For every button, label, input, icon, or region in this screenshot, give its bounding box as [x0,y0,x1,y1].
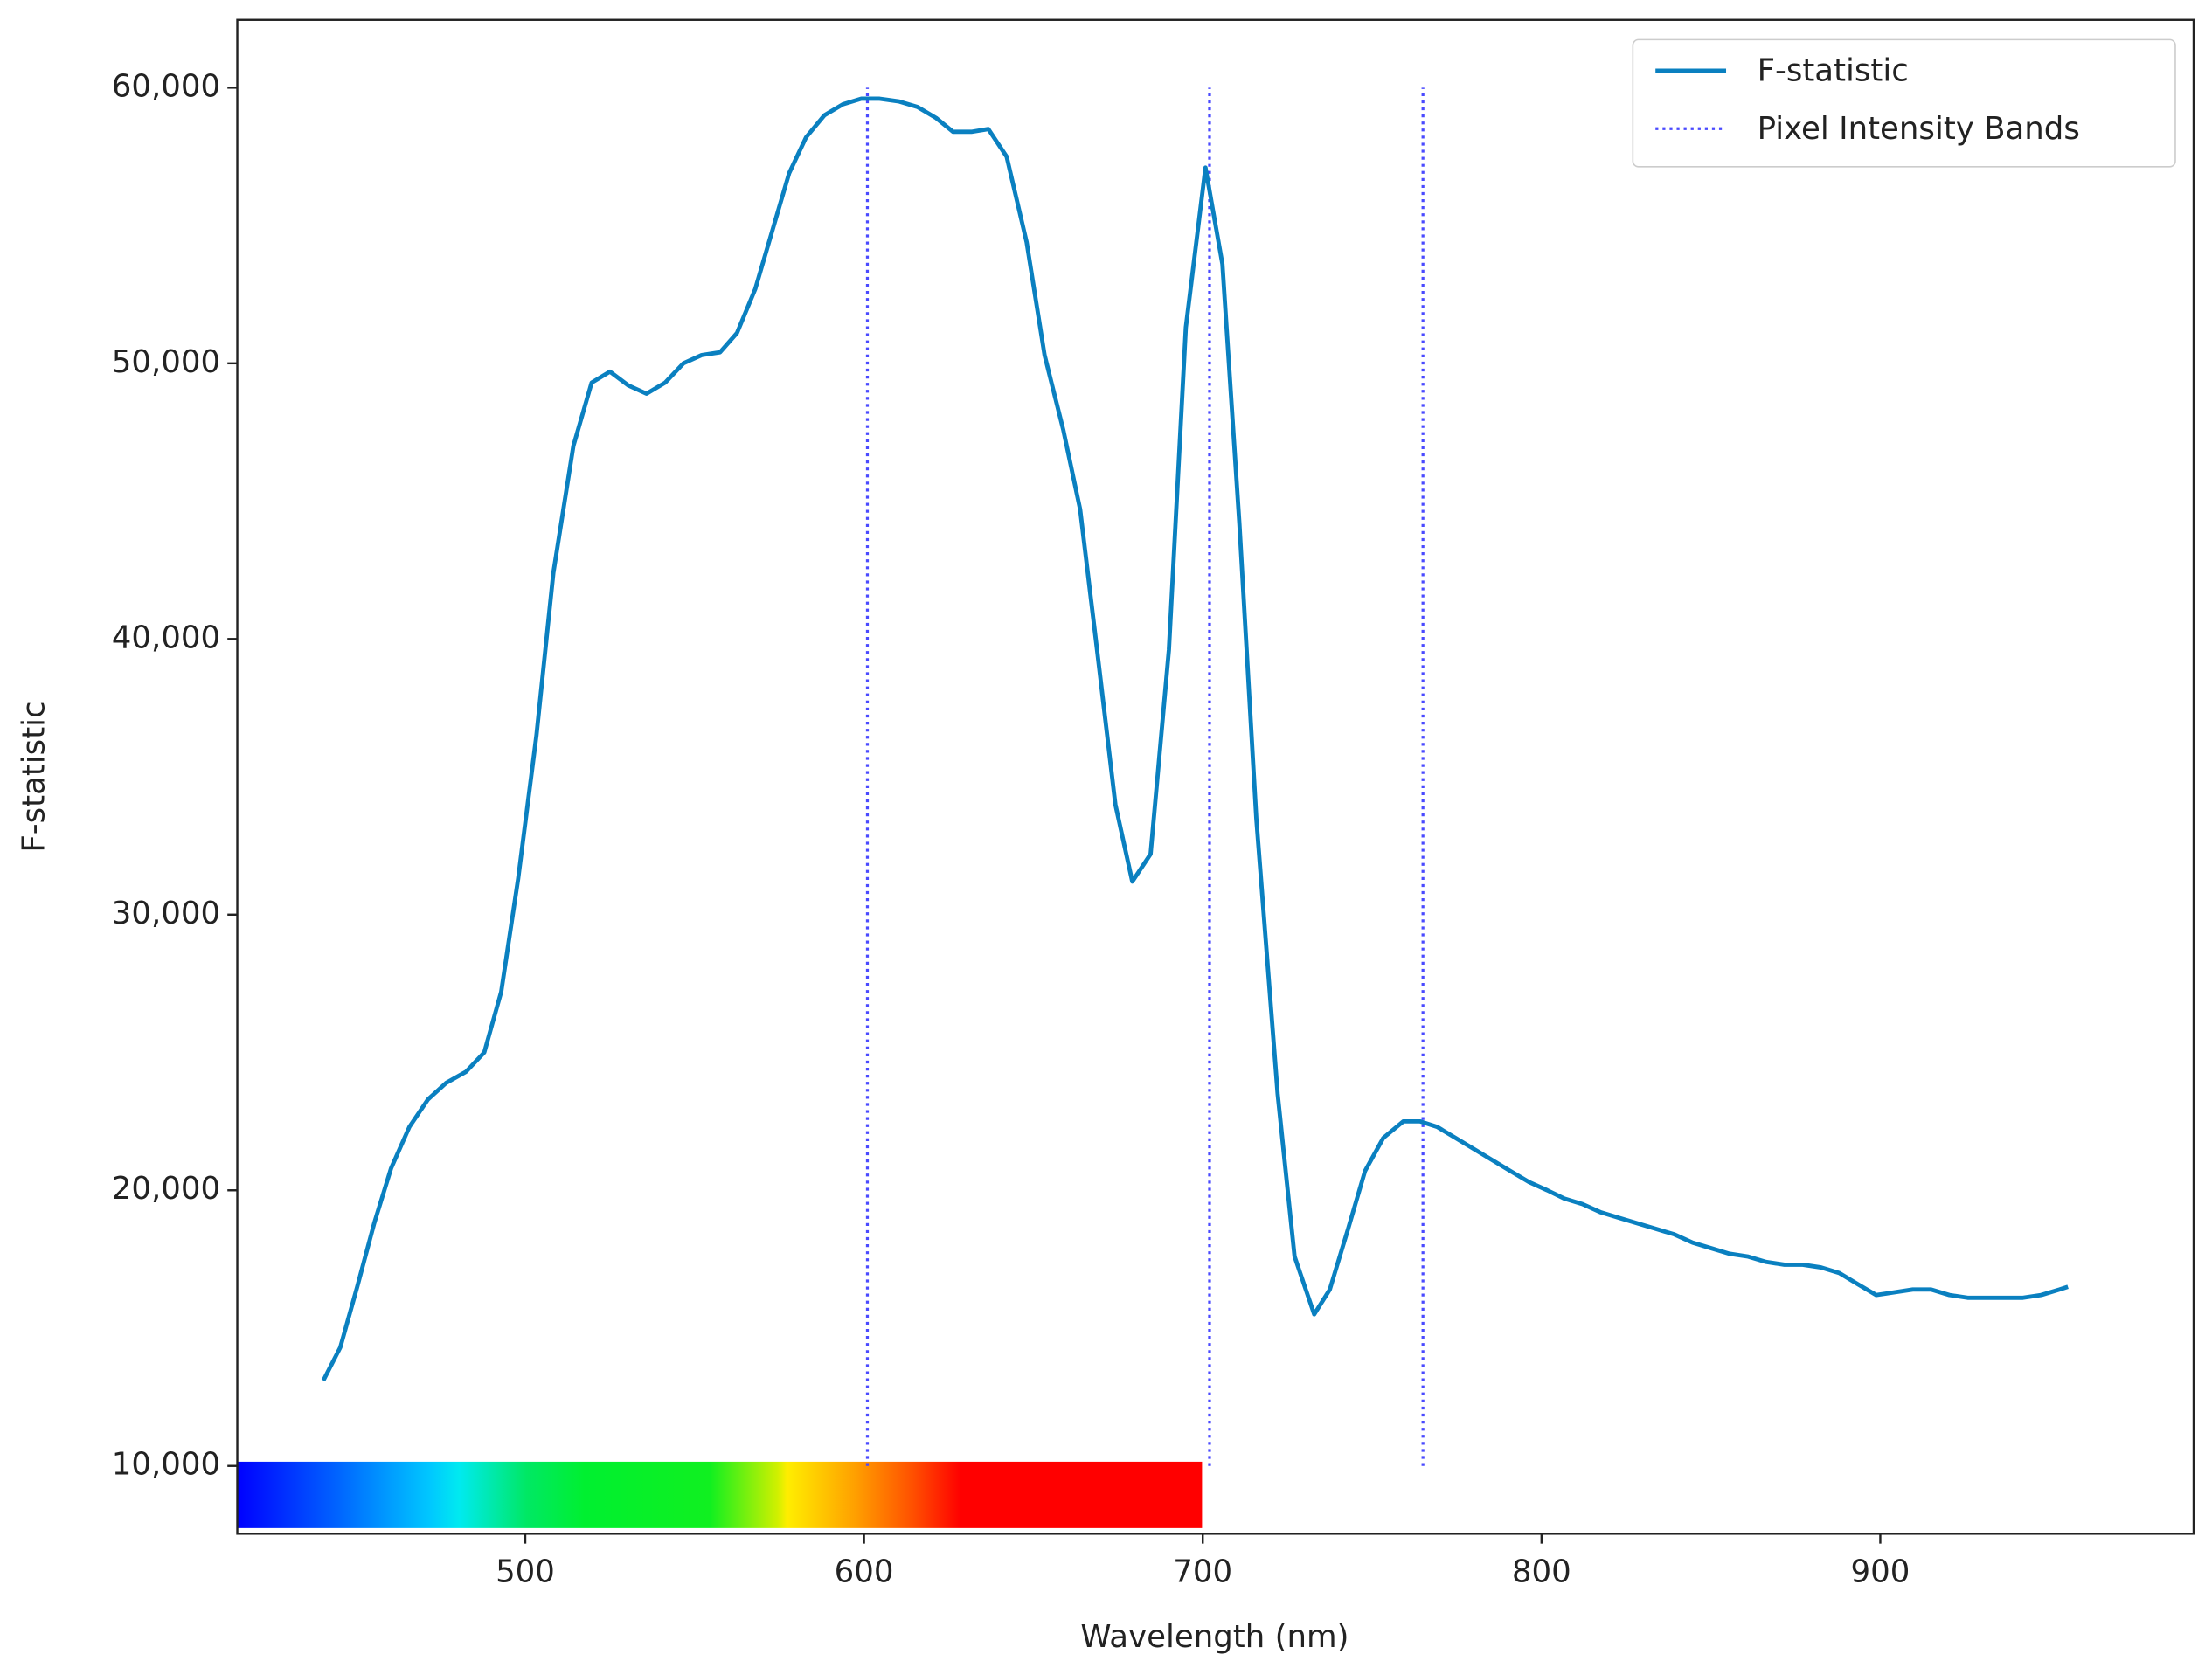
axes-frame [236,18,2195,1535]
x-axis-label: Wavelength (nm) [1080,1619,1349,1655]
x-tick-label: 800 [1512,1554,1571,1590]
x-tick-label: 900 [1851,1554,1910,1590]
y-axis-label: F-statistic [16,701,52,852]
legend-label: F-statistic [1758,53,1909,89]
x-tick-label: 600 [835,1554,894,1590]
legend-box [1632,38,2176,168]
legend: F-statistic Pixel Intensity Bands [1632,38,2176,168]
y-tick-label: 60,000 [112,68,220,104]
plot-area [321,87,2069,1466]
y-tick-label: 50,000 [112,344,220,380]
legend-label: Pixel Intensity Bands [1758,111,2080,147]
y-tick-label: 30,000 [112,896,220,931]
y-tick-label: 20,000 [112,1171,220,1207]
y-tick-label: 40,000 [112,619,220,655]
spectrum-bar [237,1461,1203,1528]
x-tick-label: 500 [496,1554,555,1590]
y-tick-label: 10,000 [112,1447,220,1483]
x-tick-label: 700 [1173,1554,1232,1590]
data-line [321,96,2069,1382]
